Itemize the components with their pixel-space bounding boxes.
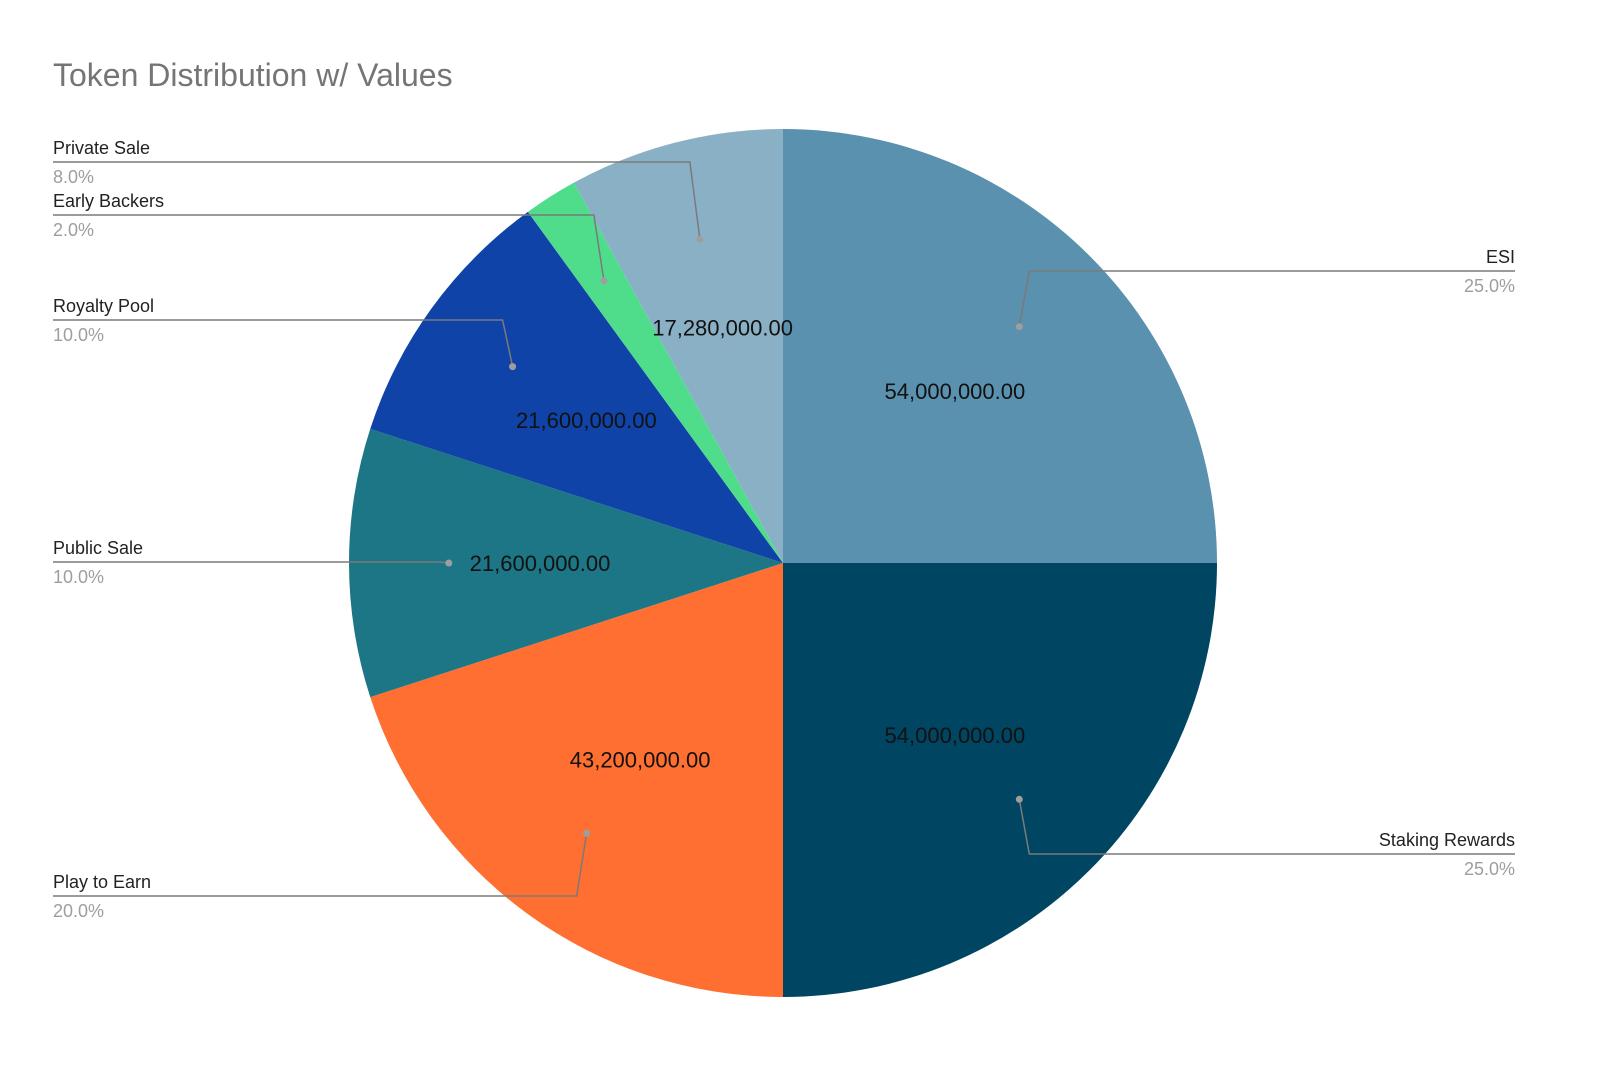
percent-label-private-sale: 8.0% [53,167,94,187]
leader-dot-private-sale [696,235,704,243]
pie-slice-royalty-pool [370,211,783,563]
leader-dot-esi [1015,323,1023,331]
category-label-early-backers: Early Backers [53,191,164,211]
leader-line-esi [1018,270,1515,327]
pie-slices [348,129,1217,997]
value-labels: 54,000,000.00 54,000,000.00 43,200,000.00 2… [470,316,1026,773]
leader-dot-public-sale [445,559,453,567]
leader-dot-early-backers [600,277,608,285]
value-label-public-sale: 21,600,000.00 [470,551,611,576]
leader-line-private-sale [53,161,701,240]
chart-title: Token Distribution w/ Values [53,57,453,93]
pie-slice-staking-rewards [783,563,1217,997]
pie-slice-esi [783,129,1217,563]
leader-dot-staking-rewards [1015,795,1023,803]
percent-label-public-sale: 10.0% [53,567,104,587]
percent-label-play-to-earn: 20.0% [53,901,104,921]
callout-labels: ESI 25.0% Staking Rewards 25.0% Play to Earn… [53,138,1515,921]
category-label-esi: ESI [1486,247,1515,267]
value-label-royalty-pool: 21,600,000.00 [516,408,657,433]
pie-slice-public-sale [348,428,783,698]
category-label-staking-rewards: Staking Rewards [1379,830,1515,850]
category-label-play-to-earn: Play to Earn [53,872,151,892]
leader-dot-play-to-earn [583,829,591,837]
leader-line-royalty-pool [53,319,514,367]
pie-slice-private-sale [573,129,783,563]
pie-slice-early-backers [527,182,783,563]
leader-dot-royalty-pool [509,363,517,371]
value-label-esi: 54,000,000.00 [885,379,1026,404]
leader-line-early-backers [53,214,605,281]
percent-label-esi: 25.0% [1464,276,1515,296]
category-label-royalty-pool: Royalty Pool [53,296,154,316]
percent-label-staking-rewards: 25.0% [1464,859,1515,879]
leader-line-staking-rewards [1018,799,1515,855]
category-label-public-sale: Public Sale [53,538,143,558]
leader-line-play-to-earn [53,833,588,897]
value-label-play-to-earn: 43,200,000.00 [570,748,711,773]
value-label-private-sale: 17,280,000.00 [652,316,793,341]
value-label-staking-rewards: 54,000,000.00 [885,723,1026,748]
pie-slice-play-to-earn [370,563,783,997]
percent-label-royalty-pool: 10.0% [53,325,104,345]
category-label-private-sale: Private Sale [53,138,150,158]
percent-label-early-backers: 2.0% [53,220,94,240]
